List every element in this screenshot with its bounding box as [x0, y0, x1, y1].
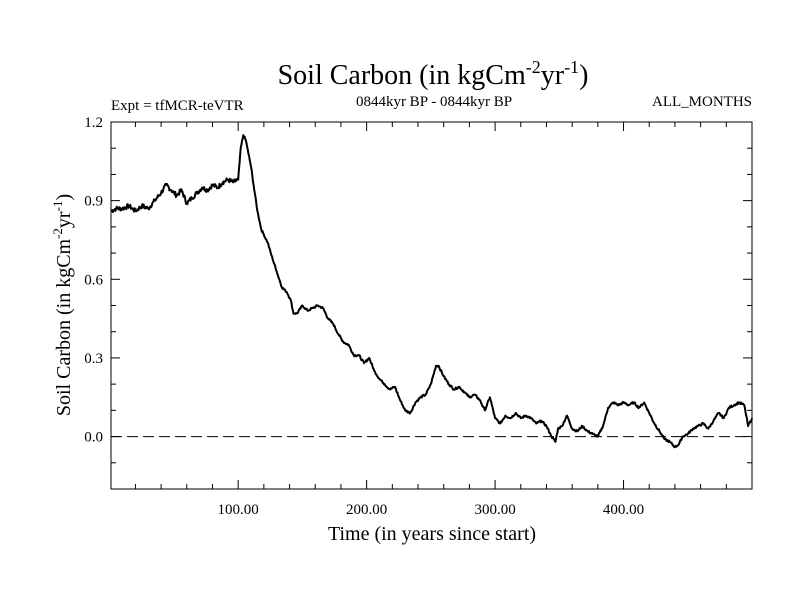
series-line-soil-carbon	[110, 134, 753, 449]
plot-frame	[110, 121, 753, 490]
x-tick-label: 400.00	[603, 502, 644, 518]
axis-tick-labels: 100.00 200.00 300.00 400.00 0.0 0.3 0.6 0.9 1.2	[84, 115, 644, 518]
y-tick-label: 0.3	[84, 351, 103, 367]
y-tick-label: 0.9	[84, 194, 103, 210]
subtitle-period: 0844kyr BP - 0844kyr BP	[356, 94, 512, 110]
x-tick-label: 100.00	[218, 502, 259, 518]
subtitle-expt: Expt = tfMCR-teVTR	[111, 98, 244, 114]
y-axis-label: Soil Carbon (in kgCm-2yr-1)	[50, 194, 75, 416]
chart-title: Soil Carbon (in kgCm-2yr-1)	[278, 57, 589, 91]
y-tick-label: 0.6	[84, 272, 103, 288]
x-tick-label: 200.00	[346, 502, 387, 518]
axis-ticks	[111, 121, 752, 490]
x-axis-label: Time (in years since start)	[328, 523, 536, 545]
y-tick-label: 0.0	[84, 430, 103, 446]
x-tick-label: 300.00	[474, 502, 515, 518]
subtitle-months: ALL_MONTHS	[652, 94, 752, 110]
y-tick-label: 1.2	[84, 115, 103, 131]
